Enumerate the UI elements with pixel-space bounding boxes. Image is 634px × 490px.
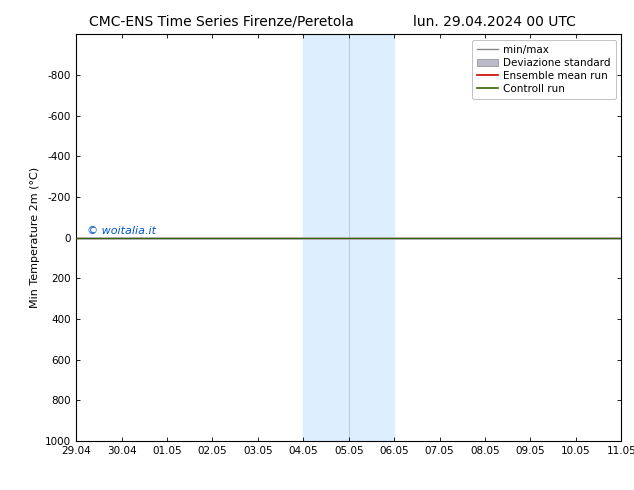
Text: © woitalia.it: © woitalia.it bbox=[87, 225, 156, 236]
Text: CMC-ENS Time Series Firenze/Peretola: CMC-ENS Time Series Firenze/Peretola bbox=[89, 15, 354, 29]
Y-axis label: Min Temperature 2m (°C): Min Temperature 2m (°C) bbox=[30, 167, 39, 308]
Bar bbox=[303, 34, 394, 441]
Legend: min/max, Deviazione standard, Ensemble mean run, Controll run: min/max, Deviazione standard, Ensemble m… bbox=[472, 40, 616, 99]
Text: lun. 29.04.2024 00 UTC: lun. 29.04.2024 00 UTC bbox=[413, 15, 576, 29]
